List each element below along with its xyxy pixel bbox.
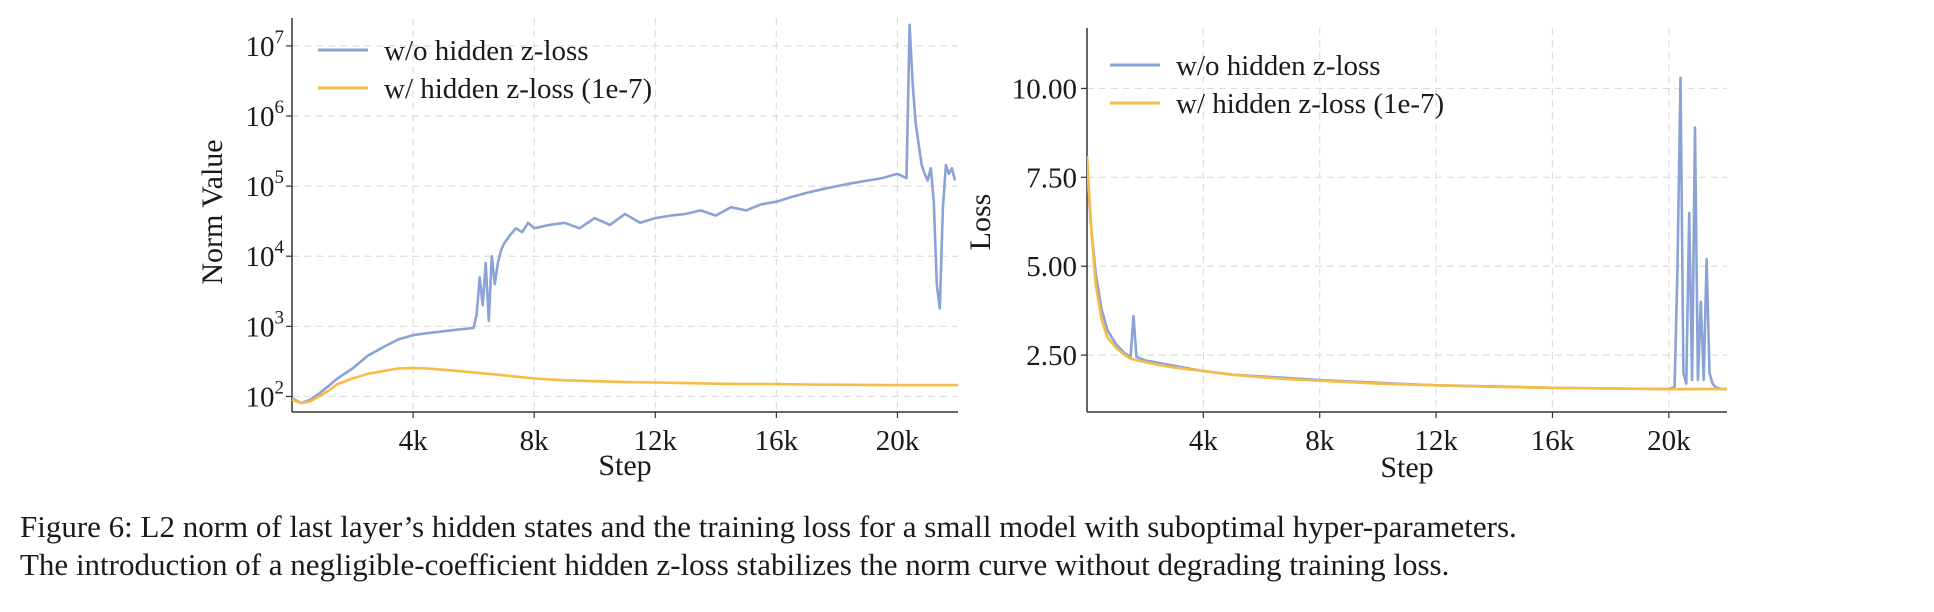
- norm-legend-label-0: w/o hidden z-loss: [384, 35, 589, 67]
- loss-series-line-1: [1087, 155, 1727, 391]
- loss-legend-label-0: w/o hidden z-loss: [1176, 50, 1381, 82]
- loss-x-tick-label-2: 12k: [1414, 425, 1458, 457]
- figure: 4k 8k 12k 16k 20k 102 103 104 105 106 107 Step Norm …: [196, 18, 1727, 484]
- norm-x-tick-label-2: 12k: [634, 425, 678, 457]
- loss-y-tick-label-0: 2.50: [1026, 340, 1077, 372]
- loss-legend-label-1: w/ hidden z-loss (1e-7): [1176, 88, 1444, 120]
- norm-series-line-1: [292, 366, 958, 405]
- loss-x-axis-label: Step: [1380, 451, 1433, 484]
- norm-x-tick-label-1: 8k: [520, 425, 550, 457]
- norm-series-line-0: [292, 23, 957, 405]
- norm-y-axis-label: Norm Value: [196, 139, 229, 284]
- norm-y-tick-label-3: 105: [246, 167, 285, 203]
- loss-x-tick-label-4: 20k: [1647, 425, 1691, 457]
- caption-line-2: The introduction of a negligible-coeffic…: [20, 547, 1450, 582]
- loss-y-axis-label: Loss: [964, 194, 997, 251]
- figure-charts: 4k 8k 12k 16k 20k 102 103 104 105 106 107 Step Norm …: [196, 18, 1727, 484]
- norm-y-tick-label-0: 102: [246, 377, 285, 413]
- norm-legend-label-1: w/ hidden z-loss (1e-7): [384, 73, 652, 105]
- norm-x-tick-label-3: 16k: [755, 425, 799, 457]
- loss-x-tick-label-0: 4k: [1189, 425, 1219, 457]
- norm-y-tick-label-5: 107: [246, 27, 285, 63]
- loss-y-tick-label-3: 10.00: [1012, 73, 1077, 105]
- norm-x-axis-label: Step: [598, 449, 651, 482]
- loss-chart: 4k 8k 12k 16k 20k 2.50 5.00 7.50 10.00 Step Loss w/…: [964, 28, 1727, 484]
- loss-x-tick-label-3: 16k: [1531, 425, 1575, 457]
- norm-y-tick-label-4: 106: [246, 97, 285, 133]
- figure-caption: Figure 6: L2 norm of last layer’s hidden…: [20, 508, 1930, 584]
- loss-x-tick-label-1: 8k: [1305, 425, 1335, 457]
- caption-line-1: Figure 6: L2 norm of last layer’s hidden…: [20, 509, 1517, 544]
- loss-y-tick-label-1: 5.00: [1026, 251, 1077, 283]
- loss-series-line-0: [1087, 76, 1727, 391]
- norm-y-tick-label-1: 103: [246, 307, 285, 343]
- norm-y-tick-label-2: 104: [246, 237, 285, 273]
- norm-x-tick-label-4: 20k: [876, 425, 920, 457]
- loss-y-tick-label-2: 7.50: [1026, 162, 1077, 194]
- norm-x-tick-label-0: 4k: [399, 425, 429, 457]
- norm-chart: 4k 8k 12k 16k 20k 102 103 104 105 106 107 Step Norm …: [196, 18, 958, 482]
